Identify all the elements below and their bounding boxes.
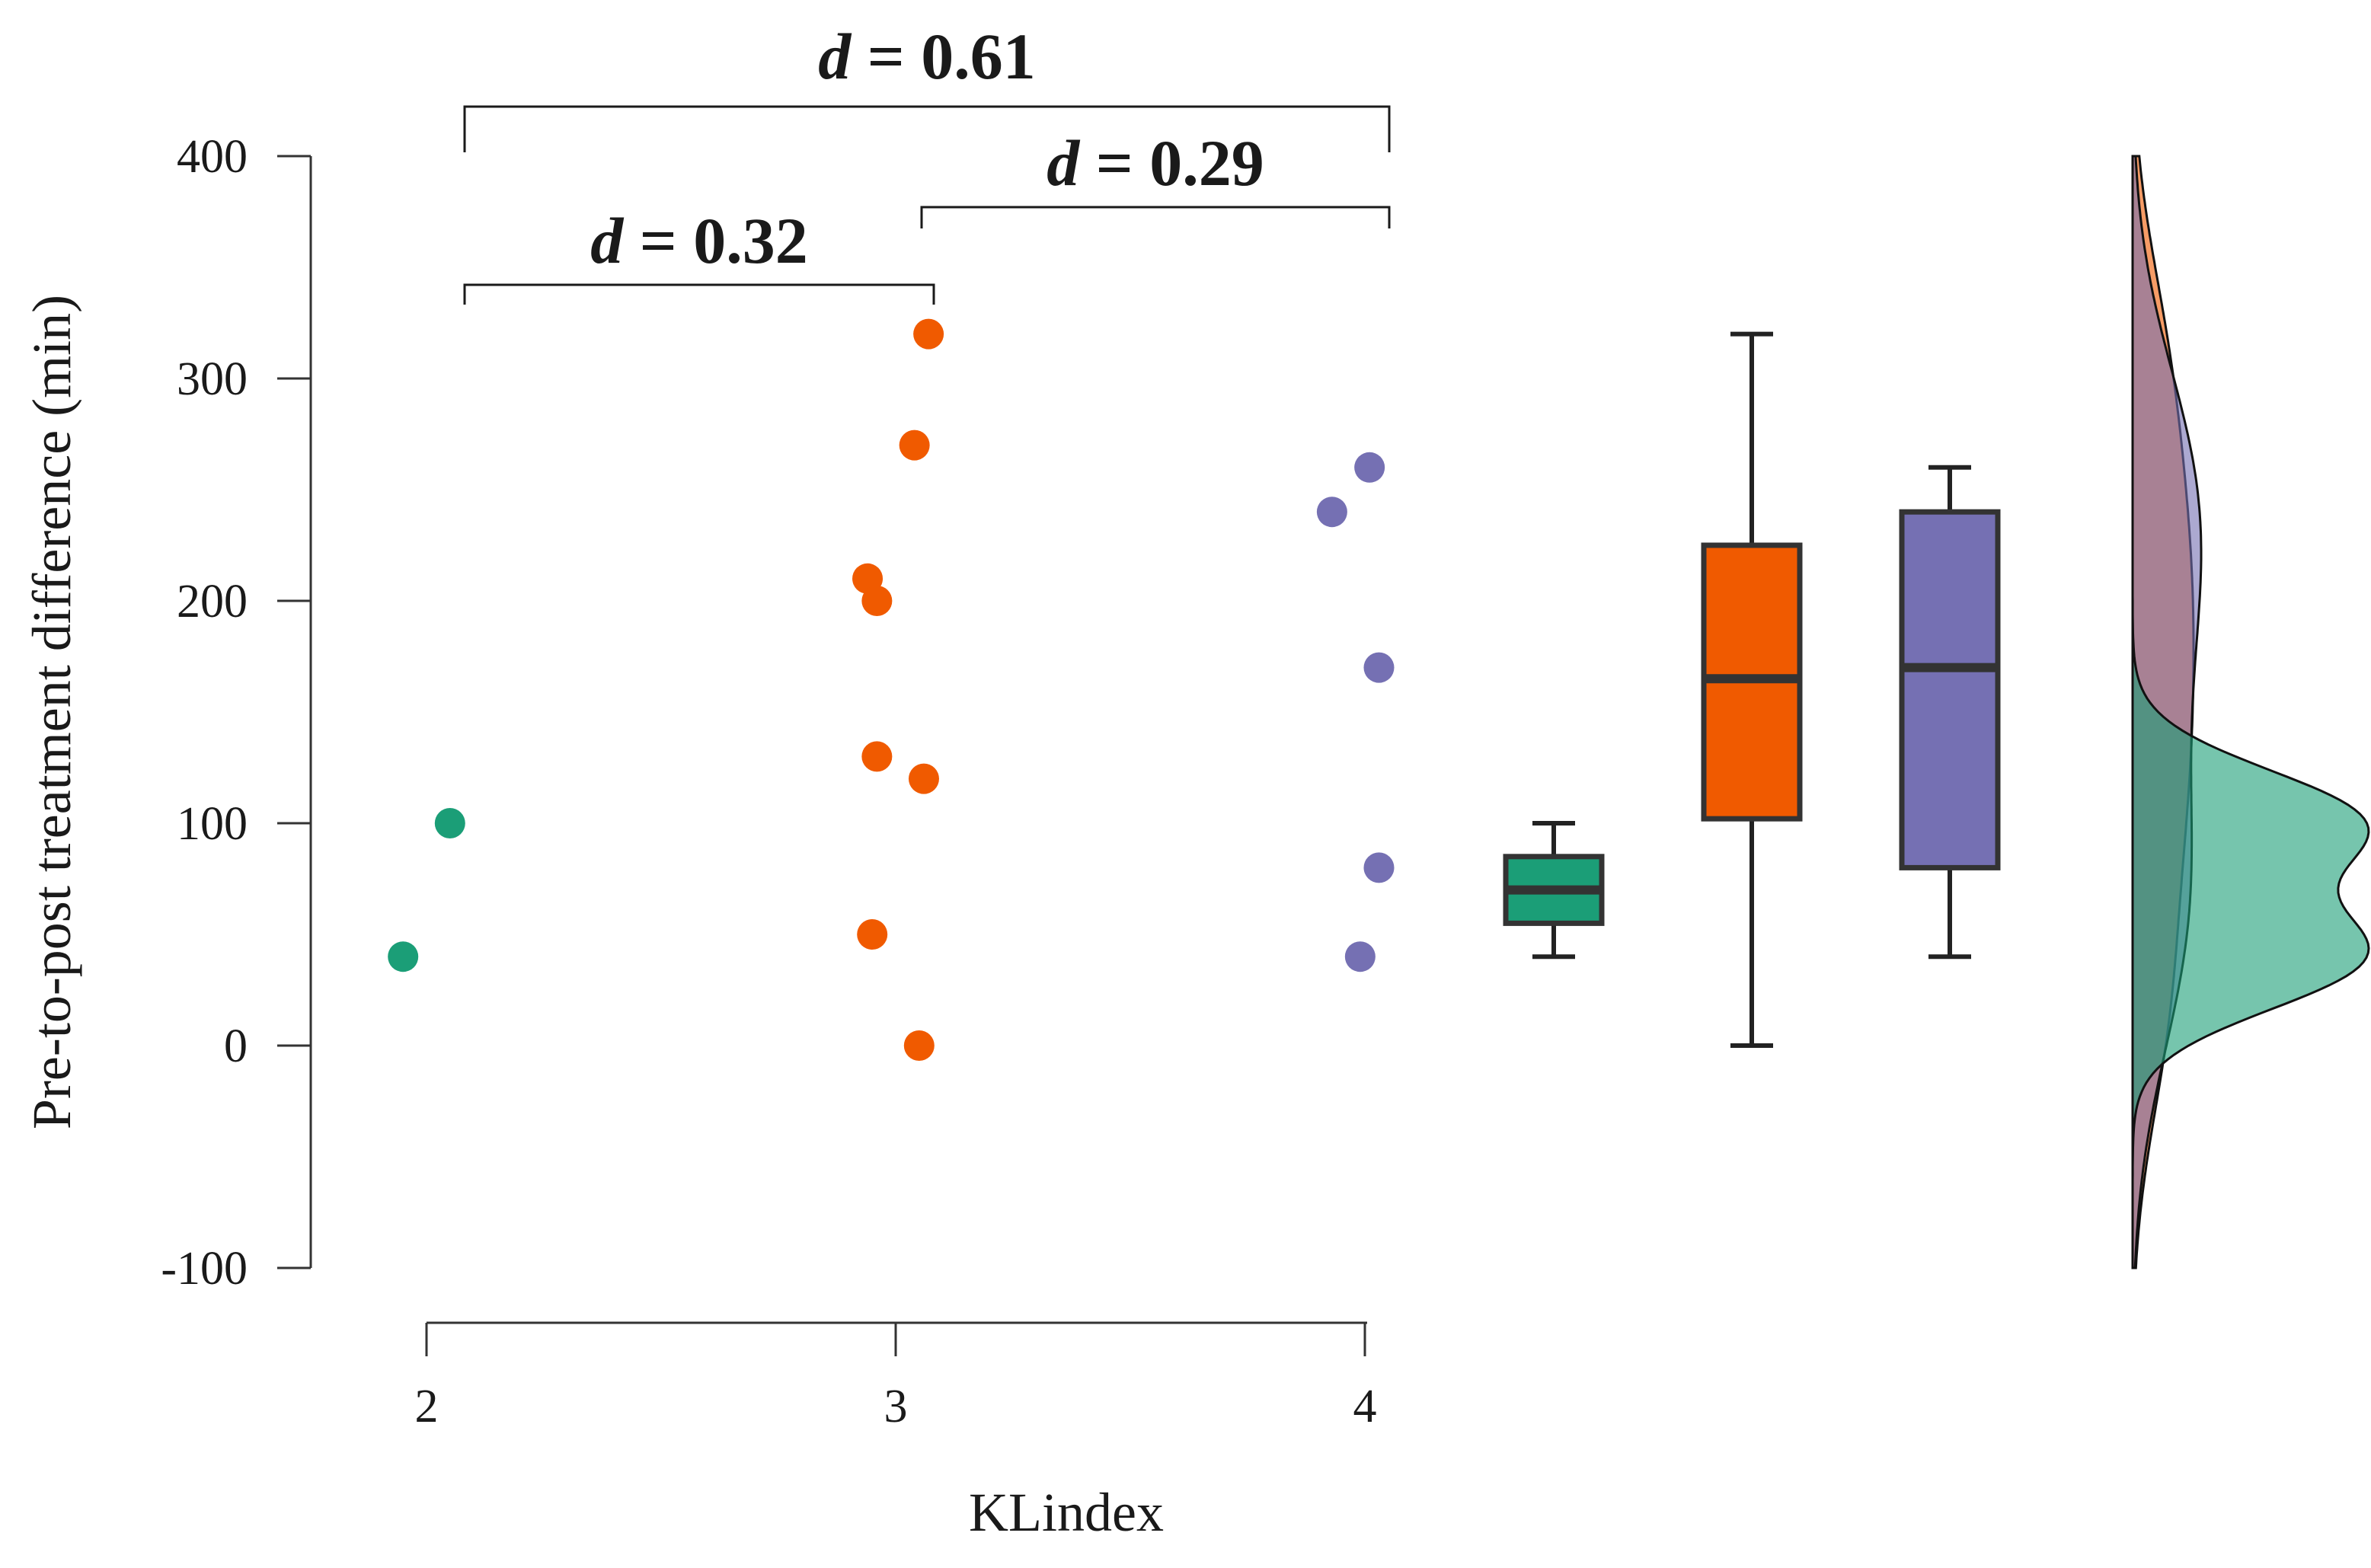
box-iqr xyxy=(1899,509,2001,870)
box-plots xyxy=(1503,331,2001,1048)
y-tick-label: 100 xyxy=(177,798,248,850)
data-point-4 xyxy=(1363,652,1395,683)
data-points xyxy=(388,318,1395,1061)
y-tick-label: 0 xyxy=(224,1020,248,1072)
data-point-4 xyxy=(1354,452,1385,483)
y-ticks: -100 0 100 200 300 400 xyxy=(161,131,311,1295)
data-point-2 xyxy=(388,941,419,972)
y-tick-label: 400 xyxy=(177,131,248,183)
data-point-3 xyxy=(899,430,930,461)
y-axis: -100 0 100 200 300 400 xyxy=(161,131,312,1295)
data-point-4 xyxy=(1363,852,1395,883)
effect-size-label: d = 0.29 xyxy=(1046,126,1264,200)
density-cloud-2 xyxy=(2131,156,2370,1268)
data-point-3 xyxy=(908,763,939,794)
data-point-3 xyxy=(861,586,893,616)
effect-size-label: d = 0.61 xyxy=(818,20,1036,93)
data-point-4 xyxy=(1344,941,1376,972)
x-axis-title: KLindex xyxy=(969,1482,1164,1543)
x-ticks: 2 3 4 xyxy=(415,1323,1377,1432)
y-axis-title: Pre-to-post treatment difference (min) xyxy=(21,295,82,1129)
data-point-3 xyxy=(913,318,944,350)
x-tick-label: 2 xyxy=(415,1381,439,1432)
bracket-line xyxy=(463,105,1391,152)
density-clouds xyxy=(2131,155,2370,1269)
effect-size-brackets: d = 0.61d = 0.29 d = 0.32 xyxy=(463,20,1391,305)
data-point-4 xyxy=(1316,497,1347,528)
y-tick-label: -100 xyxy=(161,1243,248,1295)
bracket-2-3: d = 0.32 xyxy=(463,204,935,305)
x-tick-label: 4 xyxy=(1353,1381,1377,1432)
bracket-2-4: d = 0.61 xyxy=(463,20,1391,152)
bracket-3-4: d = 0.29 xyxy=(920,126,1391,228)
y-tick-label: 200 xyxy=(177,576,248,628)
y-tick-label: 300 xyxy=(177,353,248,405)
box-plot-4 xyxy=(1899,465,2001,960)
data-point-3 xyxy=(857,919,888,950)
data-point-2 xyxy=(434,808,465,838)
bracket-line xyxy=(463,283,935,305)
box-plot-3 xyxy=(1701,331,1803,1048)
data-point-3 xyxy=(861,741,893,772)
x-axis: 2 3 4 xyxy=(415,1321,1377,1432)
bracket-line xyxy=(920,206,1391,228)
effect-size-label: d = 0.32 xyxy=(590,204,808,277)
x-tick-label: 3 xyxy=(884,1381,908,1432)
data-point-3 xyxy=(903,1030,935,1061)
box-plot-2 xyxy=(1503,821,1605,960)
